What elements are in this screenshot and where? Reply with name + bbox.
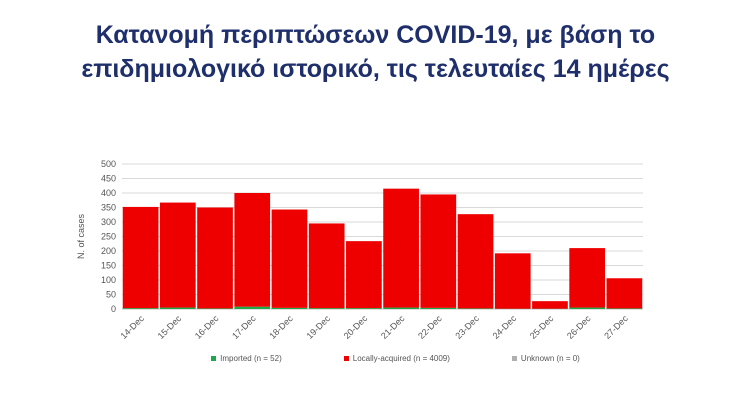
bar-locally-acquired xyxy=(457,214,494,309)
x-tick-label: 22-Dec xyxy=(416,313,444,341)
bar-imported xyxy=(420,307,457,309)
y-tick-label: 200 xyxy=(101,246,116,256)
legend-label-unknown: Unknown (n = 0) xyxy=(520,354,580,363)
legend-swatch-local xyxy=(343,356,349,361)
y-tick-label: 350 xyxy=(101,203,116,213)
x-tick-label: 27-Dec xyxy=(602,313,630,341)
bar-locally-acquired xyxy=(271,209,308,308)
bar-locally-acquired xyxy=(308,223,345,309)
x-tick-label: 16-Dec xyxy=(193,313,221,341)
bar-imported xyxy=(234,306,271,309)
bar-locally-acquired xyxy=(197,207,233,309)
x-tick-label: 26-Dec xyxy=(565,313,593,341)
bar-imported xyxy=(457,308,494,309)
y-tick-label: 500 xyxy=(101,159,116,169)
x-tick-label: 25-Dec xyxy=(528,313,556,341)
bar-imported xyxy=(569,307,606,309)
bar-imported xyxy=(271,307,308,309)
y-tick-labels: 0 50 100 150 200 250 300 350 400 450 500 xyxy=(101,159,116,314)
y-tick-label: 0 xyxy=(111,304,116,314)
bar-locally-acquired xyxy=(532,301,568,309)
bar-locally-acquired xyxy=(569,248,606,308)
legend-item-local: Locally-acquired (n = 4009) xyxy=(343,354,450,363)
y-tick-label: 150 xyxy=(101,261,116,271)
bar-locally-acquired xyxy=(606,278,643,309)
bar-locally-acquired xyxy=(420,194,457,308)
legend-swatch-unknown xyxy=(511,356,517,361)
y-tick-label: 300 xyxy=(101,217,116,227)
y-tick-label: 100 xyxy=(101,275,116,285)
legend-item-unknown: Unknown (n = 0) xyxy=(511,354,580,363)
x-tick-label: 15-Dec xyxy=(156,313,184,341)
bar-imported xyxy=(606,308,643,309)
bar-imported xyxy=(308,308,345,309)
x-tick-label: 14-Dec xyxy=(118,313,146,341)
chart-title-line-2: επιδημιολογικό ιστορικό, τις τελευταίες … xyxy=(81,55,670,83)
y-tick-label: 450 xyxy=(101,174,116,184)
x-tick-label: 24-Dec xyxy=(491,313,519,341)
bar-locally-acquired xyxy=(234,193,271,307)
y-tick-label: 400 xyxy=(101,188,116,198)
bar-locally-acquired xyxy=(346,241,382,309)
legend-item-imported: Imported (n = 52) xyxy=(211,354,282,363)
bar-imported xyxy=(346,308,382,309)
bar-locally-acquired xyxy=(159,202,196,308)
bar-imported xyxy=(159,307,196,309)
bar-imported xyxy=(383,307,419,309)
bar-imported xyxy=(197,308,233,309)
legend-label-local: Locally-acquired (n = 4009) xyxy=(352,354,450,363)
x-tick-label: 21-Dec xyxy=(379,313,407,341)
bar-locally-acquired xyxy=(122,206,159,309)
bars xyxy=(122,188,643,309)
x-tick-label: 18-Dec xyxy=(267,313,295,341)
y-tick-label: 250 xyxy=(101,232,116,242)
chart-title-line-1: Κατανομή περιπτώσεων COVID-19, με βάση τ… xyxy=(95,21,656,49)
bar-locally-acquired xyxy=(494,253,531,309)
legend-label-imported: Imported (n = 52) xyxy=(220,354,282,363)
bar-imported xyxy=(122,308,159,309)
legend-swatch-imported xyxy=(211,356,217,361)
y-tick-label: 50 xyxy=(106,290,116,300)
bar-locally-acquired xyxy=(383,188,419,308)
chart-legend: Imported (n = 52) Locally-acquired (n = … xyxy=(0,354,751,363)
x-tick-labels: 14-Dec 15-Dec 16-Dec 17-Dec 18-Dec 19-Dec 20-D… xyxy=(118,313,630,341)
x-tick-label: 20-Dec xyxy=(342,313,370,341)
y-axis-label: N. of cases xyxy=(76,213,86,259)
chart-title: Κατανομή περιπτώσεων COVID-19, με βάση τ… xyxy=(0,18,751,86)
x-tick-label: 17-Dec xyxy=(230,313,258,341)
x-tick-label: 23-Dec xyxy=(453,313,481,341)
x-tick-label: 19-Dec xyxy=(305,313,333,341)
